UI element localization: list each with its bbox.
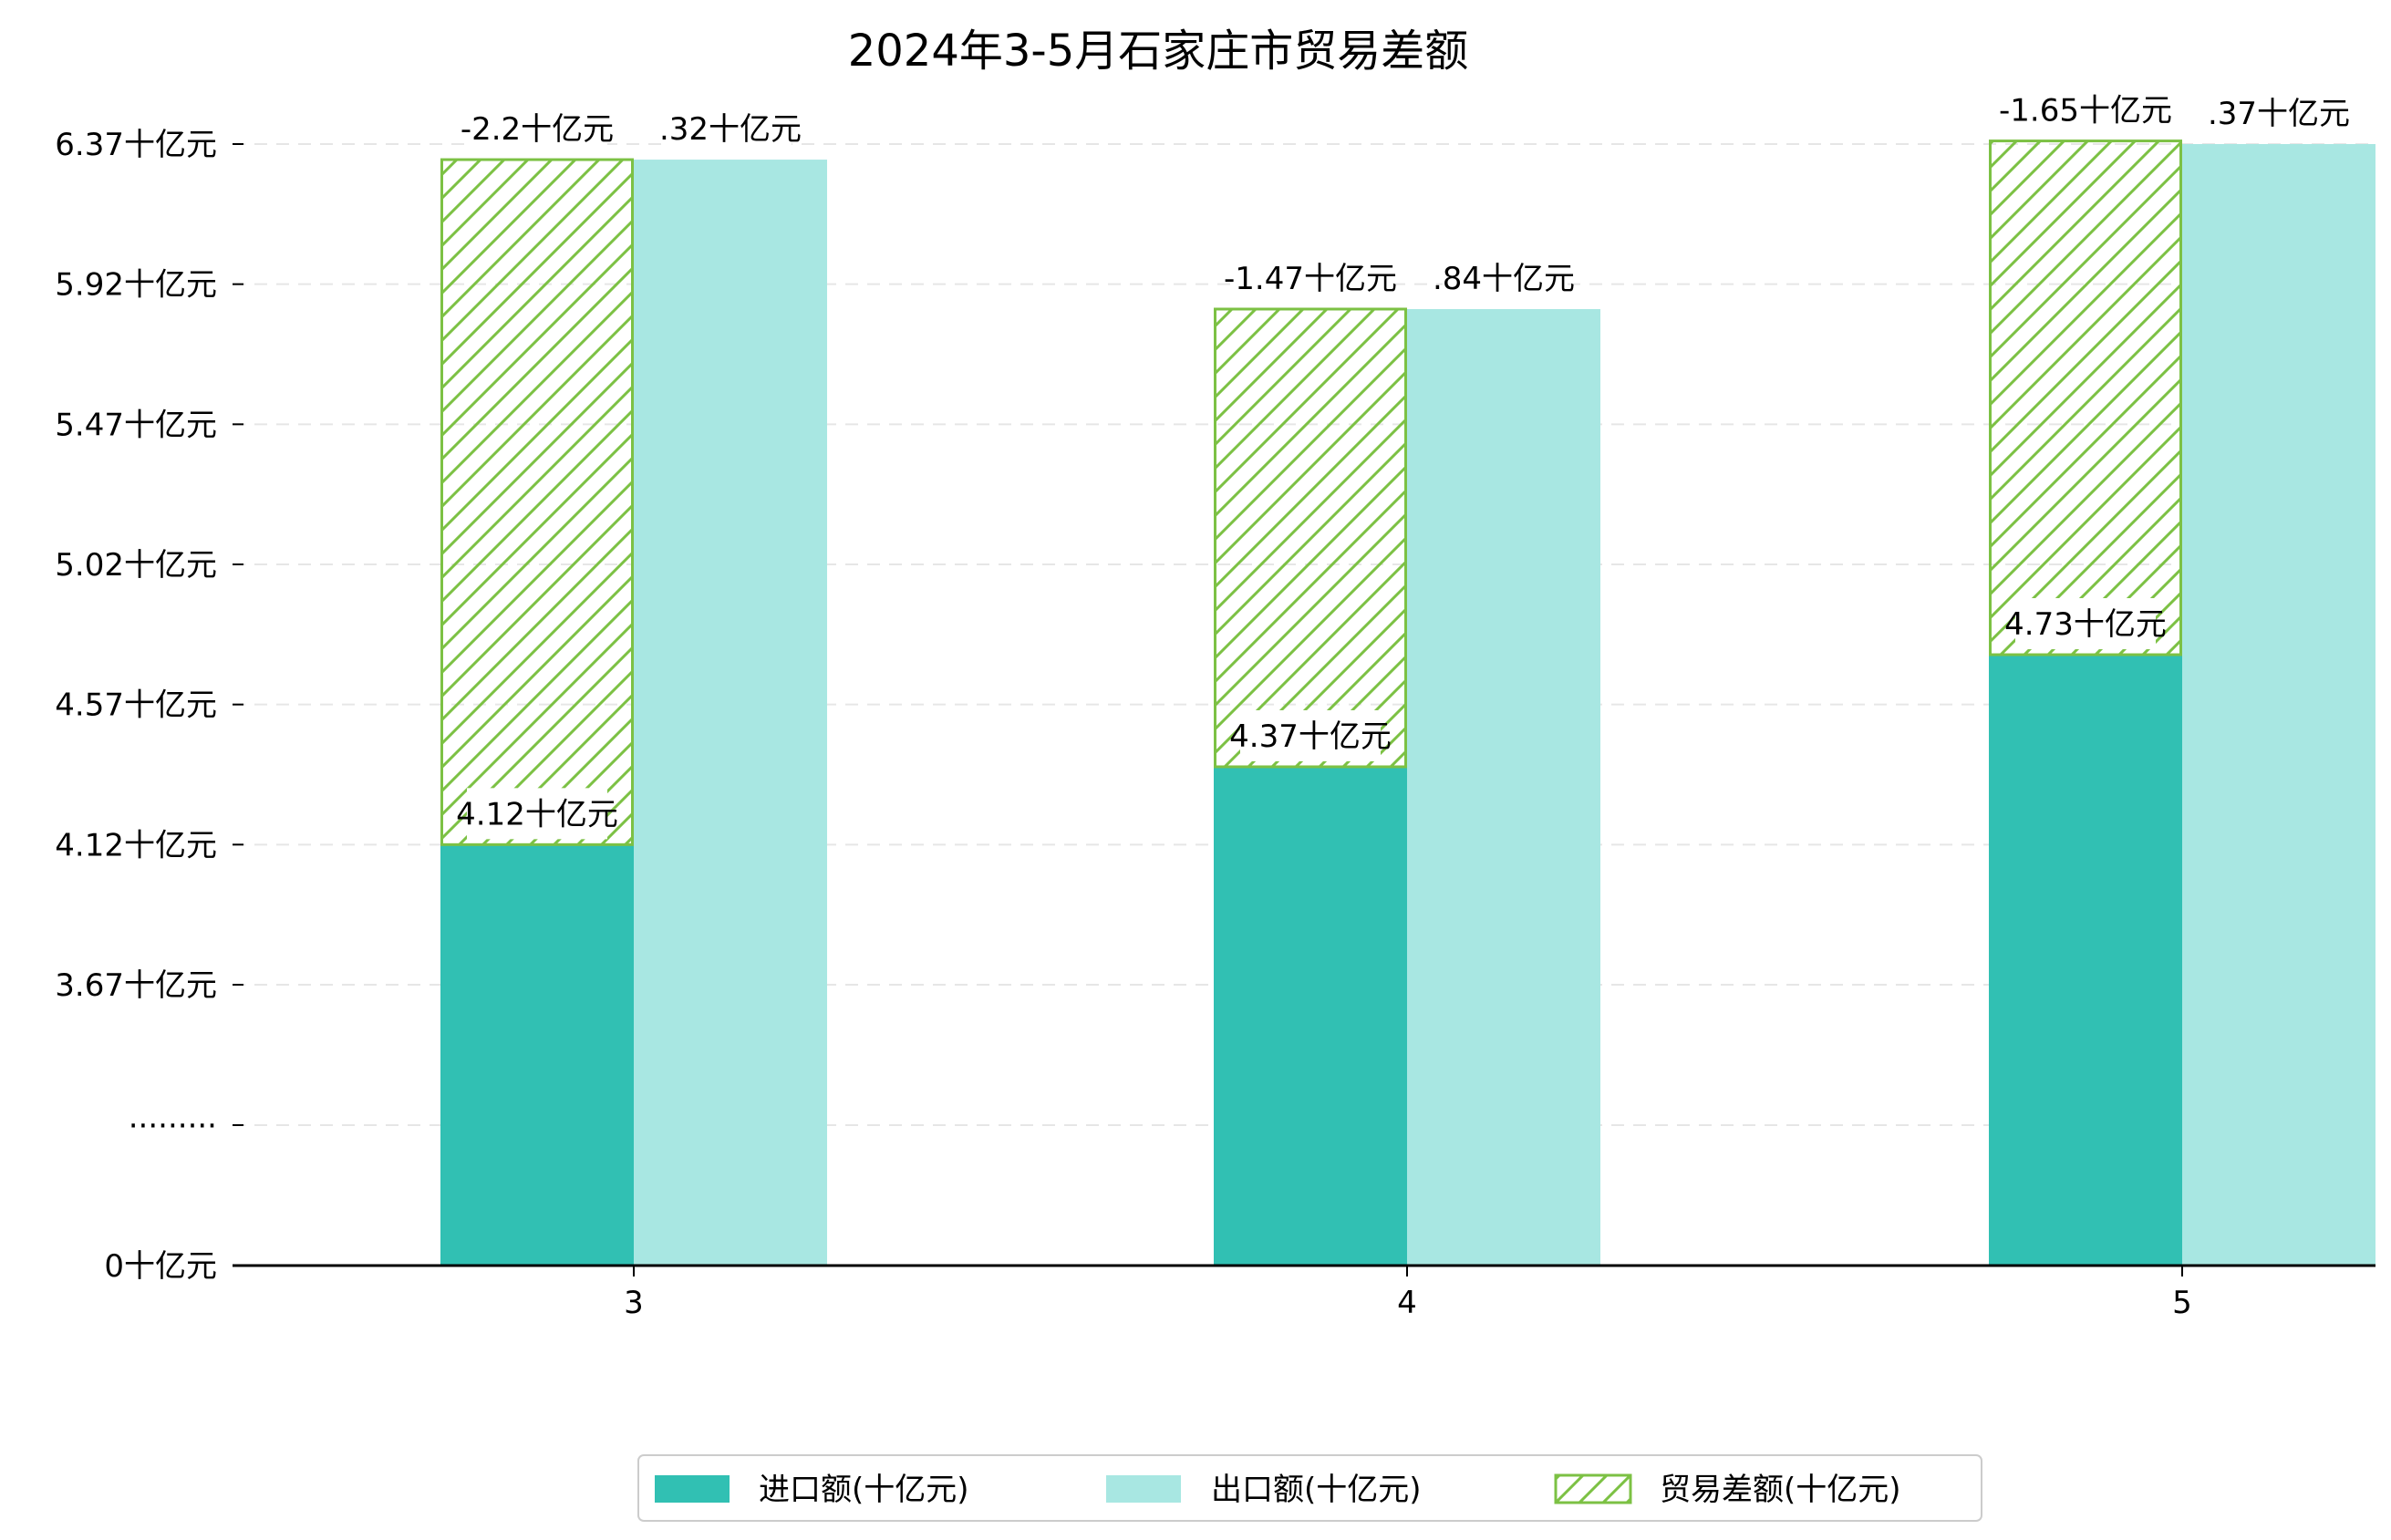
data-label-background [467, 788, 607, 840]
x-tick-label: 4 [1397, 1285, 1417, 1321]
x-tick-label: 5 [2172, 1285, 2192, 1321]
y-tick-label: 0十亿元 [104, 1248, 217, 1285]
data-label-background [2218, 88, 2340, 139]
legend-swatch [1554, 1473, 1632, 1504]
data-label-background [1231, 252, 1390, 304]
legend-box [637, 1454, 1982, 1522]
x-axis: 3 4 5 [233, 1264, 2375, 1321]
import-bar [1989, 655, 2182, 1266]
data-label-background [2015, 598, 2156, 650]
balance-bar [1989, 140, 2182, 656]
data-label: 4.37十亿元 [1229, 718, 1392, 755]
data-label: 4.73十亿元 [2004, 606, 2167, 643]
bars [440, 140, 2375, 1266]
x-tick-label: 3 [624, 1285, 644, 1321]
data-label-background [467, 103, 607, 155]
legend-label: 贸易差额(十亿元) [1660, 1472, 1901, 1508]
import-bar [1214, 766, 1407, 1266]
chart-title: 2024年3-5月石家庄市贸易差额 [848, 26, 1469, 77]
legend: 进口额(十亿元) 出口额(十亿元) 贸易差额(十亿元) [637, 1454, 1982, 1522]
data-label: 4.12十亿元 [456, 796, 618, 832]
legend-swatch [1106, 1475, 1181, 1503]
balance-bar [1214, 307, 1407, 769]
y-tick-label: 5.02十亿元 [55, 547, 217, 584]
y-tick-label: 6.37十亿元 [55, 127, 217, 163]
legend-swatch [655, 1475, 730, 1503]
legend-label: 进口额(十亿元) [759, 1472, 969, 1508]
data-label: .32十亿元 [659, 111, 802, 148]
export-bar [1407, 308, 1600, 1266]
balance-bar [440, 158, 634, 846]
data-labels: 4.12十亿元 .32十亿元 -2.2十亿元 4.37十亿元 .84十亿元 -1.47十亿… [456, 84, 2350, 840]
data-label-background [669, 103, 792, 155]
legend-label: 出口额(十亿元) [1211, 1472, 1422, 1508]
y-tick-label: 5.47十亿元 [55, 407, 217, 443]
data-label: .84十亿元 [1433, 261, 1575, 297]
import-bar [440, 844, 634, 1266]
y-tick-label: 5.92十亿元 [55, 267, 217, 304]
y-tick-label: ········· [129, 1108, 217, 1144]
y-tick-label: 4.57十亿元 [55, 687, 217, 724]
y-tick-label: 3.67十亿元 [55, 967, 217, 1004]
y-axis-ticks: 0十亿元 ········· 3.67十亿元 4.12十亿元 4.57十亿元 5.02十亿… [55, 127, 243, 1285]
export-bar [2182, 144, 2375, 1266]
data-label-background [2006, 84, 2165, 136]
data-label-background [1240, 709, 1381, 761]
data-label: -1.47十亿元 [1224, 261, 1397, 297]
export-bar [634, 160, 827, 1266]
data-label: -1.65十亿元 [1999, 93, 2172, 129]
data-label-background [1443, 252, 1565, 304]
y-tick-label: 4.12十亿元 [55, 827, 217, 863]
data-label: .37十亿元 [2208, 96, 2350, 132]
data-label: -2.2十亿元 [461, 111, 614, 148]
